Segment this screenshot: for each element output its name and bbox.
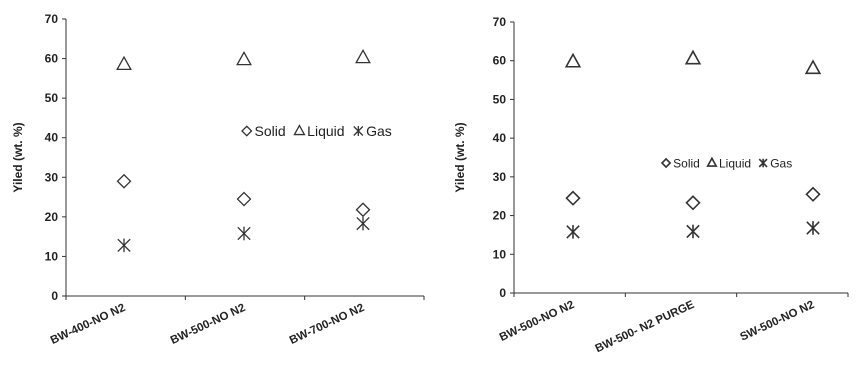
y-axis-title: Yiled (wt. %) <box>453 122 467 192</box>
x-category-label: BW-400-NO N2 <box>49 302 127 347</box>
data-point-gas <box>356 216 370 231</box>
chart-2: 0 10 20 30 40 50 60 70 BW-500-NO N2 BW-500- N2 PU… <box>453 15 849 356</box>
y-tick-label: 30 <box>493 170 507 184</box>
legend-marker-solid <box>241 125 253 137</box>
y-tick-label: 40 <box>45 131 59 145</box>
legend: Solid Liquid Gas <box>241 123 392 139</box>
y-tick-label: 30 <box>45 170 59 184</box>
x-category-label: BW-500- N2 PURGE <box>594 299 697 356</box>
data-point-liquid <box>684 49 702 65</box>
data-point-liquid <box>804 59 822 75</box>
data-point-liquid <box>236 50 252 66</box>
y-tick-label: 20 <box>45 210 59 224</box>
legend-marker-liquid <box>293 124 306 136</box>
y-tick-label: 0 <box>51 289 58 303</box>
data-point-gas <box>566 225 580 239</box>
y-tick-label: 10 <box>493 247 507 261</box>
y-tick-label: 70 <box>493 15 507 29</box>
data-point-gas <box>806 221 820 235</box>
data-point-gas <box>237 226 251 241</box>
data-point-solid <box>116 173 132 189</box>
legend-marker-liquid <box>706 156 718 167</box>
data-point-gas <box>117 238 131 253</box>
y-tick-label: 10 <box>45 249 59 263</box>
data-point-liquid <box>116 55 132 71</box>
data-point-gas <box>686 224 700 239</box>
y-tick-label: 0 <box>499 286 506 300</box>
y-axis-title: Yiled (wt. %) <box>11 122 25 192</box>
legend-label-gas: Gas <box>770 156 792 170</box>
data-point-solid <box>685 195 701 211</box>
legend-marker-gas <box>353 126 364 136</box>
y-tick-label: 50 <box>493 92 507 106</box>
y-tick-label: 40 <box>493 131 507 145</box>
y-tick-label: 20 <box>493 209 507 223</box>
x-category-label: BW-500-NO N2 <box>169 302 247 347</box>
y-tick-label: 50 <box>45 91 59 105</box>
legend-marker-solid <box>660 157 672 169</box>
y-tick-label: 60 <box>45 52 59 66</box>
legend-label-liquid: Liquid <box>307 123 344 139</box>
data-point-solid <box>355 202 371 218</box>
x-category-label: SW-500-NO N2 <box>738 299 816 344</box>
data-point-solid <box>236 191 252 207</box>
legend: Solid Liquid Gas <box>660 156 792 170</box>
x-category-label: BW-500-NO N2 <box>498 299 576 344</box>
data-point-liquid <box>564 52 582 68</box>
data-point-liquid <box>355 48 371 64</box>
legend-label-solid: Solid <box>255 123 286 139</box>
legend-label-liquid: Liquid <box>719 156 751 170</box>
legend-marker-gas <box>758 158 768 168</box>
y-tick-label: 60 <box>493 54 507 68</box>
data-point-solid <box>805 186 821 202</box>
data-point-solid <box>565 190 581 206</box>
legend-label-solid: Solid <box>673 156 700 170</box>
y-tick-label: 70 <box>45 12 59 26</box>
legend-label-gas: Gas <box>366 123 392 139</box>
x-category-label: BW-700-NO N2 <box>288 302 366 347</box>
chart-1: 0 10 20 30 40 50 60 70 BW-400-NO N2 BW-500-NO N2 B… <box>11 12 425 347</box>
